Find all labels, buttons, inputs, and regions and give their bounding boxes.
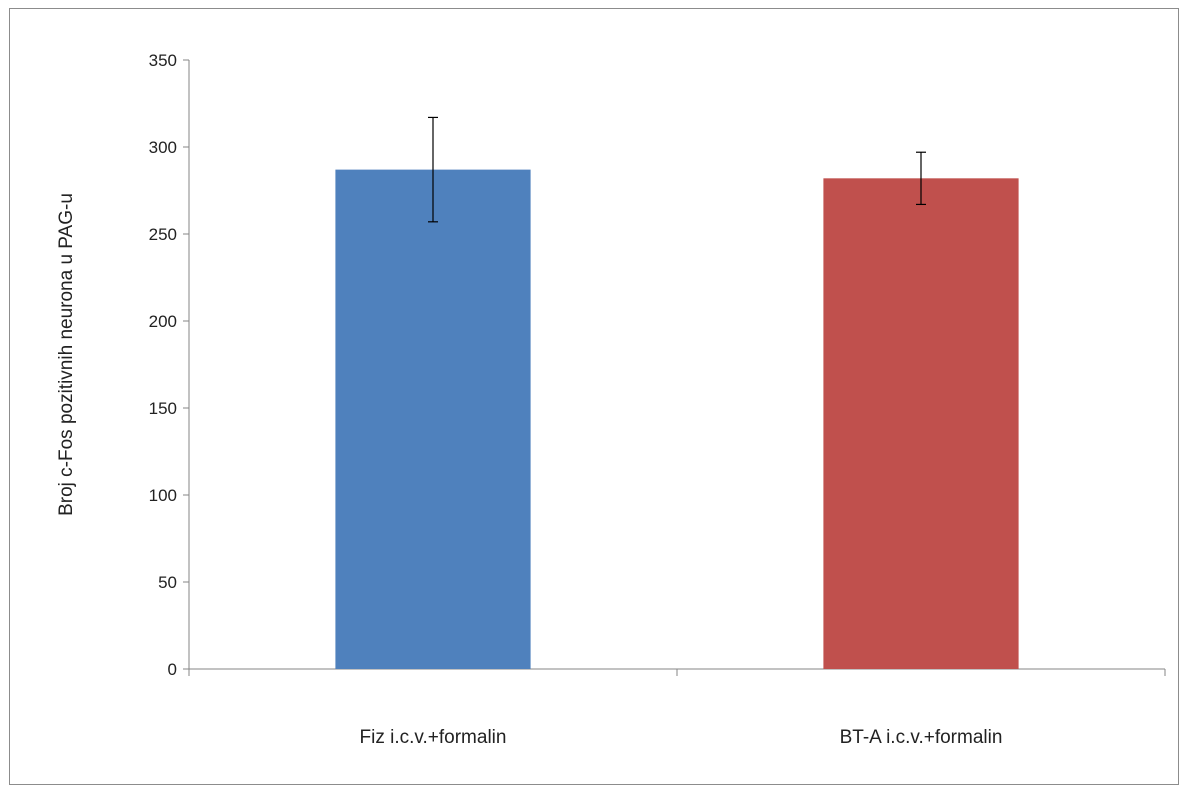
x-category-label: Fiz i.c.v.+formalin (360, 727, 507, 748)
y-tick-label: 100 (149, 486, 177, 505)
y-tick-label: 200 (149, 312, 177, 331)
y-tick-label: 150 (149, 399, 177, 418)
chart-frame: 0 50 100 150 200 250 300 350 Fiz i.c.v.+formali… (9, 8, 1179, 785)
y-axis-title: Broj c-Fos pozitivnih neurona u PAG-u (56, 193, 77, 516)
error-bars (428, 116, 926, 223)
bar-chart: 0 50 100 150 200 250 300 350 Fiz i.c.v.+formali… (56, 51, 1166, 748)
y-tick-label: 350 (149, 51, 177, 70)
y-axis: 0 50 100 150 200 250 300 350 (149, 51, 190, 679)
bar (823, 178, 1019, 669)
y-tick-label: 250 (149, 225, 177, 244)
bar (335, 169, 531, 669)
x-category-label: BT-A i.c.v.+formalin (840, 727, 1003, 748)
bars (335, 169, 1019, 669)
y-tick-label: 50 (158, 573, 177, 592)
y-tick-label: 0 (168, 660, 177, 679)
x-axis: Fiz i.c.v.+formalin BT-A i.c.v.+formalin (188, 668, 1166, 748)
y-tick-label: 300 (149, 138, 177, 157)
